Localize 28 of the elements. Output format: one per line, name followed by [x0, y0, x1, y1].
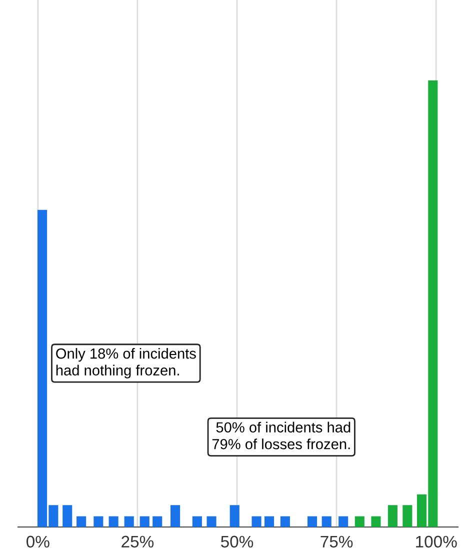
annotation: Only 18% of incidents had nothing frozen. [56, 348, 196, 378]
bar [152, 516, 162, 527]
bar [280, 516, 290, 527]
bar [252, 516, 262, 527]
bar [62, 505, 72, 527]
bar [76, 516, 86, 527]
bar [388, 505, 398, 527]
bar [206, 516, 216, 527]
bar [322, 516, 332, 527]
bar [264, 516, 274, 527]
bar [108, 516, 118, 527]
bar [307, 516, 318, 527]
x-tick-label: 100% [416, 536, 457, 548]
bar [402, 505, 412, 527]
bar [354, 516, 364, 527]
bar [170, 505, 180, 527]
bar [124, 516, 134, 527]
x-tick-label: 50% [220, 536, 254, 548]
x-tick-label: 0% [26, 536, 50, 548]
bar [192, 516, 202, 527]
x-tick-label: 75% [320, 536, 353, 548]
bar [140, 516, 150, 527]
bar [371, 516, 381, 527]
bar [94, 516, 104, 527]
bar [338, 516, 348, 527]
x-tick-label: 25% [122, 536, 154, 548]
annotation: 50% of incidents had 79% of losses frozen. [212, 422, 350, 450]
bar [230, 505, 240, 527]
